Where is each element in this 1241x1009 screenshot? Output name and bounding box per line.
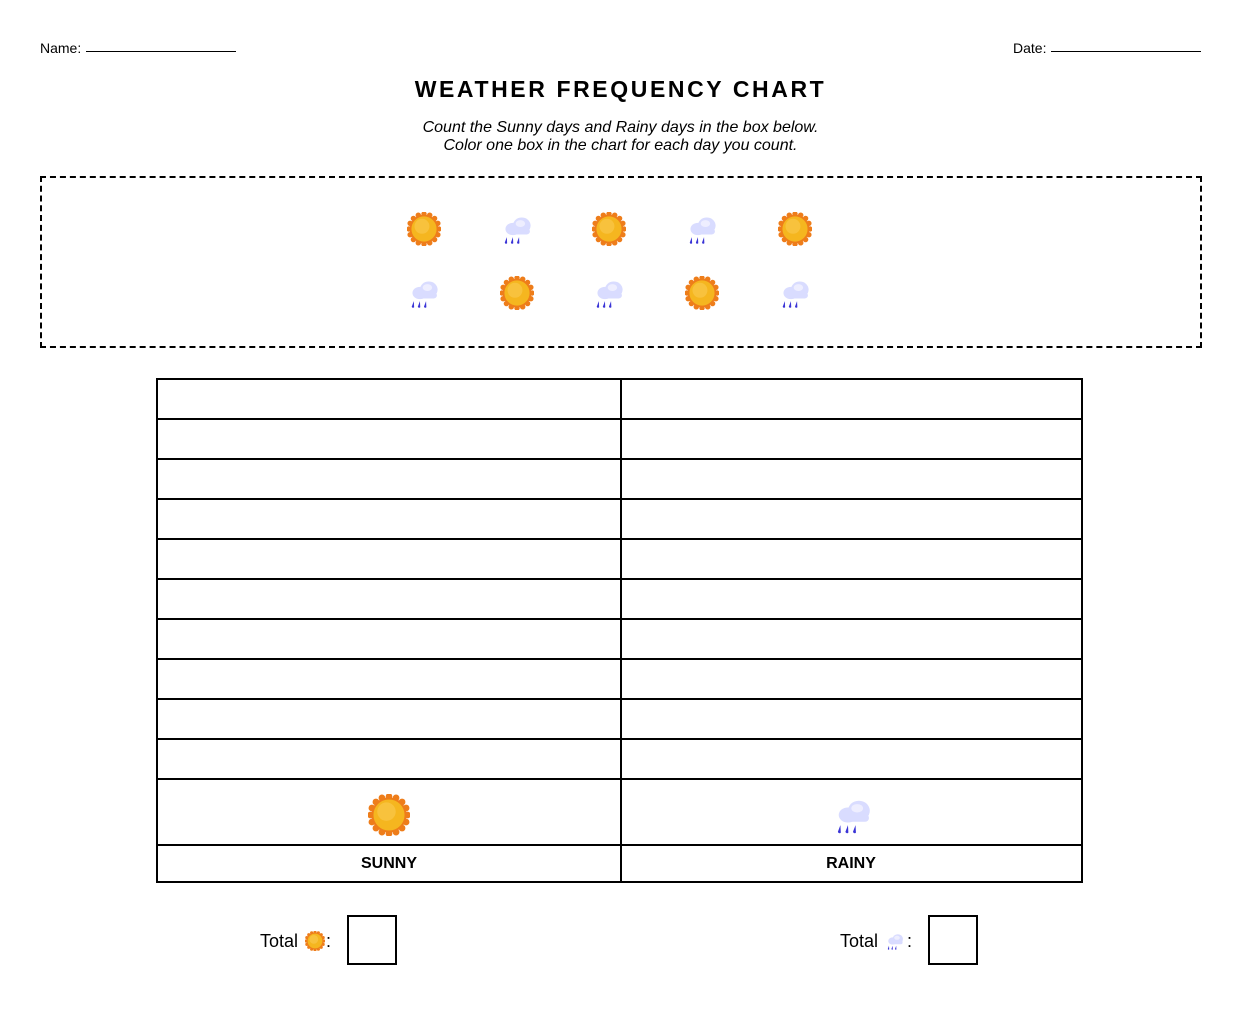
frequency-chart: SUNNY RAINY	[156, 378, 1083, 883]
chart-row-line	[158, 418, 1081, 420]
counting-box	[40, 176, 1202, 348]
chart-row-line	[158, 698, 1081, 700]
chart-row-line	[158, 538, 1081, 540]
sunny-chart-cell[interactable]	[158, 740, 620, 778]
chart-row-line	[158, 618, 1081, 620]
sunny-chart-cell[interactable]	[158, 700, 620, 738]
total-sunny-sun-icon	[304, 930, 326, 956]
rainy-chart-cell[interactable]	[622, 420, 1083, 458]
sun-icon	[777, 211, 813, 251]
chart-row-line	[158, 458, 1081, 460]
sunny-chart-cell[interactable]	[158, 540, 620, 578]
rainy-chart-cell[interactable]	[622, 700, 1083, 738]
sunny-chart-cell[interactable]	[158, 620, 620, 658]
chart-row-line	[158, 844, 1081, 846]
sun-icon	[406, 211, 442, 251]
rainy-column-rain-cloud-icon	[832, 794, 874, 841]
instruction-line-1: Count the Sunny days and Rainy days in t…	[422, 119, 819, 136]
sunny-chart-cell[interactable]	[158, 580, 620, 618]
total-rainy-label: Total	[840, 931, 879, 951]
sunny-column-label: SUNNY	[360, 855, 417, 872]
chart-column-divider	[620, 380, 622, 881]
sun-icon	[591, 211, 627, 251]
rainy-chart-cell[interactable]	[622, 620, 1083, 658]
name-label: Name:	[40, 40, 82, 56]
chart-row-line	[158, 778, 1081, 780]
rain-cloud-icon	[407, 276, 441, 315]
rainy-chart-cell[interactable]	[622, 380, 1083, 418]
rainy-column-label: RAINY	[826, 855, 876, 872]
page-title: WEATHER FREQUENCY CHART	[414, 76, 827, 102]
total-rainy-colon: :	[907, 931, 913, 951]
chart-row-line	[158, 498, 1081, 500]
sun-icon	[499, 275, 535, 315]
sunny-column-sun-icon	[367, 793, 411, 841]
date-label: Date:	[1013, 40, 1047, 56]
total-sunny-label: Total	[260, 931, 299, 951]
date-field-line[interactable]	[1051, 51, 1201, 52]
rainy-chart-cell[interactable]	[622, 500, 1083, 538]
rainy-chart-cell[interactable]	[622, 460, 1083, 498]
total-sunny-colon: :	[326, 931, 332, 951]
sunny-chart-cell[interactable]	[158, 380, 620, 418]
rain-cloud-icon	[685, 212, 719, 251]
rain-cloud-icon	[500, 212, 534, 251]
total-rainy-answer-box[interactable]	[928, 915, 978, 965]
sunny-chart-cell[interactable]	[158, 460, 620, 498]
rainy-chart-cell[interactable]	[622, 660, 1083, 698]
sunny-chart-cell[interactable]	[158, 500, 620, 538]
rainy-chart-cell[interactable]	[622, 740, 1083, 778]
chart-row-line	[158, 578, 1081, 580]
rainy-chart-cell[interactable]	[622, 580, 1083, 618]
sun-icon	[684, 275, 720, 315]
total-sunny-answer-box[interactable]	[347, 915, 397, 965]
chart-row-line	[158, 658, 1081, 660]
chart-row-line	[158, 738, 1081, 740]
sunny-chart-cell[interactable]	[158, 420, 620, 458]
total-rainy-rain-cloud-icon	[885, 931, 905, 956]
instruction-line-2: Color one box in the chart for each day …	[443, 137, 798, 154]
rain-cloud-icon	[778, 276, 812, 315]
rainy-chart-cell[interactable]	[622, 540, 1083, 578]
name-field-line[interactable]	[86, 51, 236, 52]
sunny-chart-cell[interactable]	[158, 660, 620, 698]
rain-cloud-icon	[592, 276, 626, 315]
